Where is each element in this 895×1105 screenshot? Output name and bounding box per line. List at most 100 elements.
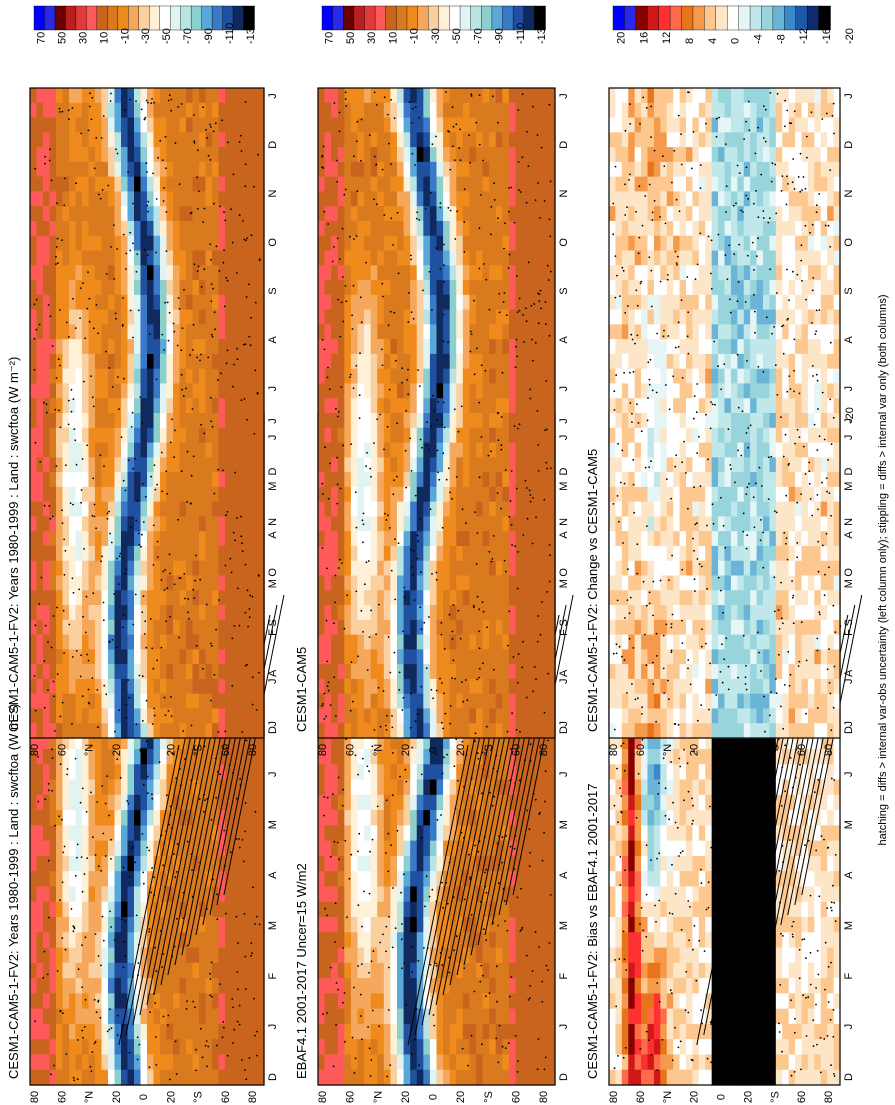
- heatmap-field: [318, 88, 556, 739]
- month-tick-label: J: [558, 1024, 570, 1030]
- colorbar-swatch: [818, 5, 831, 31]
- colorbar-tick-label: 70: [324, 32, 336, 44]
- colorbar-tick-label: -30: [430, 28, 442, 44]
- month-tick-label: A: [558, 531, 570, 539]
- lat-tick-label: 60: [635, 744, 647, 756]
- month-tick-label: O: [558, 568, 570, 577]
- lat-tick-label: °S: [193, 1091, 205, 1103]
- lat-tick-label: 80: [29, 744, 41, 756]
- month-tick-label: J: [843, 1024, 855, 1030]
- lat-tick-label: 80: [823, 1091, 835, 1103]
- colorbar-swatch: [33, 5, 46, 31]
- month-tick-label: S: [267, 619, 279, 626]
- month-tick-label: A: [843, 871, 855, 879]
- lat-tick-label: °N: [372, 744, 384, 756]
- colorbar-tick-label: -130: [245, 22, 257, 44]
- panel-title: CESM1-CAM5: [294, 647, 309, 732]
- colorbar-swatch: [149, 5, 161, 31]
- lat-tick-label: 0: [716, 1094, 728, 1100]
- lat-tick-label: 80: [29, 1091, 41, 1103]
- month-tick-label: M: [843, 579, 855, 588]
- colorbar-swatch: [75, 5, 88, 31]
- colorbar-swatch: [502, 5, 514, 31]
- colorbar-swatch: [459, 5, 472, 31]
- lat-tick-label: 0: [716, 747, 728, 753]
- colorbar-swatch: [396, 5, 408, 31]
- colorbar-tick-label: 10: [98, 32, 110, 44]
- lat-tick-label: 60: [220, 1091, 232, 1103]
- panel-bottom-right: 80 60 °N 20 0 20 °S 60 80DJFMAMJJASONDJCESM1-CAM…: [585, 5, 856, 756]
- colorbar-swatch: [449, 5, 461, 31]
- lat-tick-label: 20: [742, 1091, 754, 1103]
- colorbar-swatch: [795, 5, 808, 31]
- month-tick-label: O: [843, 238, 855, 247]
- month-tick-label: M: [267, 579, 279, 588]
- month-tick-label: J: [267, 1024, 279, 1030]
- month-tick-label: J: [843, 435, 855, 441]
- colorbar: 20 16 12 8 4 0 -4 -8 -12 -16 -20: [612, 5, 856, 44]
- month-tick-label: J: [843, 678, 855, 684]
- stippling: [321, 91, 552, 735]
- colorbar-swatch: [612, 5, 626, 31]
- colorbar-swatch: [96, 5, 109, 31]
- month-tick-label: A: [558, 871, 570, 879]
- colorbar-swatch: [715, 5, 728, 31]
- month-tick-label: D: [843, 467, 855, 475]
- lat-tick-label: 60: [510, 1091, 522, 1103]
- colorbar-swatch: [107, 5, 119, 31]
- colorbar-swatch: [438, 5, 451, 31]
- month-tick-label: J: [843, 93, 855, 99]
- month-tick-label: J: [558, 418, 570, 424]
- lat-tick-label: °N: [662, 1091, 674, 1103]
- colorbar-swatch: [44, 5, 56, 31]
- month-tick-label: J: [267, 721, 279, 727]
- month-tick-label: M: [843, 482, 855, 491]
- colorbar-tick-label: 20: [615, 32, 627, 44]
- panel-middle-right: 80 60 °N 20 0 20 °S 60 80DJFMAMJJASONDJCESM1-CAM…: [294, 5, 570, 756]
- month-tick-label: J: [843, 418, 855, 424]
- colorbar-tick-label: -110: [515, 23, 527, 44]
- month-tick-label: M: [267, 482, 279, 491]
- colorbar-swatch: [427, 5, 440, 31]
- stippling: [612, 91, 837, 733]
- month-tick-label: N: [267, 189, 279, 197]
- colorbar-tick-label: -50: [451, 28, 463, 44]
- month-tick-label: S: [558, 287, 570, 294]
- panel-top-right: 80 60 °N 20 0 20 °S 60 80DJFMAMJJASONDJCESM1-CAM…: [6, 5, 279, 756]
- month-tick-label: J: [558, 678, 570, 684]
- month-tick-label: J: [558, 386, 570, 392]
- panel-title: CESM1-CAM5-1-FV2: Bias vs EBAF4.1 2001-2…: [585, 783, 600, 1079]
- lat-tick-label: °S: [193, 744, 205, 756]
- lat-tick-label: 80: [538, 744, 550, 756]
- month-tick-label: J: [558, 771, 570, 777]
- month-tick-label: A: [843, 531, 855, 539]
- colorbar-swatch: [491, 5, 504, 31]
- lat-tick-label: 60: [796, 744, 808, 756]
- month-tick-label: N: [843, 189, 855, 197]
- colorbar-tick-label: -30: [140, 28, 152, 44]
- colorbar-swatch: [534, 5, 546, 31]
- colorbar-swatch: [332, 5, 344, 31]
- month-tick-label: J: [558, 93, 570, 99]
- lat-tick-label: 20: [455, 1091, 467, 1103]
- colorbar: 70 50 30 10 -10 -30 -50 -70 -90 -110 -130: [33, 5, 257, 44]
- month-tick-label: A: [267, 669, 279, 677]
- colorbar-tick-label: 0: [730, 38, 742, 44]
- colorbar-swatch: [406, 5, 419, 31]
- month-tick-label: A: [267, 335, 279, 343]
- heatmap-field: [30, 88, 265, 739]
- lat-tick-label: 20: [165, 1091, 177, 1103]
- month-tick-label: A: [843, 335, 855, 343]
- lat-tick-label: °N: [84, 744, 96, 756]
- month-tick-label: M: [267, 820, 279, 829]
- month-tick-label: N: [267, 518, 279, 526]
- lat-tick-label: 20: [455, 744, 467, 756]
- colorbar-swatch: [385, 5, 398, 31]
- lat-tick-label: 60: [510, 744, 522, 756]
- colorbar-swatch: [772, 5, 786, 31]
- lat-tick-label: 20: [742, 744, 754, 756]
- colorbar-swatch: [669, 5, 683, 31]
- month-tick-label: F: [843, 972, 855, 979]
- lat-tick-label: 0: [428, 1094, 440, 1100]
